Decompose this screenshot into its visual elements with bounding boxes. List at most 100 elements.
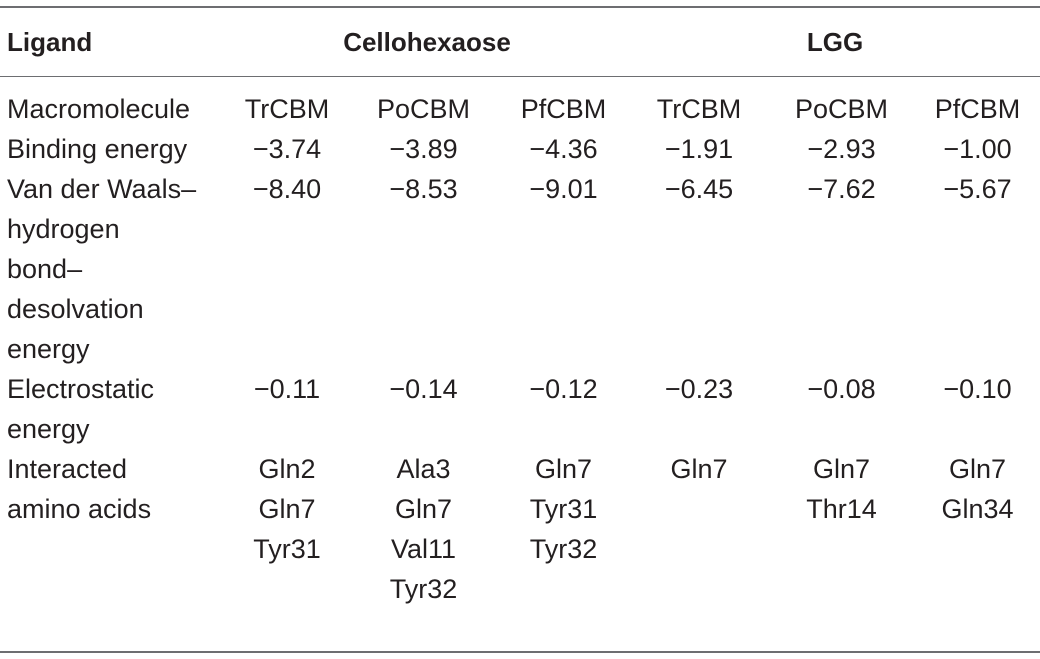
table-cell: −4.36: [497, 129, 630, 169]
header-rule: [0, 76, 1040, 77]
binding-energy-row: Binding energy −3.74 −3.89 −4.36 −1.91 −2.93 −…: [0, 129, 1040, 169]
table-cell: Gln7: [630, 449, 768, 609]
cell-value: PfCBM: [520, 94, 607, 124]
docking-results-table: Ligand Cellohexaose LGG Macromolecule TrC…: [0, 8, 1040, 609]
cell-value: TrCBM: [656, 94, 742, 124]
row-label: Van der Waals– hydrogen bond– desolvation en…: [0, 169, 224, 369]
table-cell: −0.11: [224, 369, 350, 449]
cell-value: Ala3: [396, 454, 451, 484]
cell-value: −7.62: [807, 174, 876, 204]
cell-value: Tyr31: [253, 534, 321, 564]
table-cell: −0.14: [350, 369, 497, 449]
row-label: Macromolecule: [0, 76, 224, 129]
table-cell: −0.10: [915, 369, 1040, 449]
cell-value: Gln7: [812, 454, 871, 484]
cell-value: −8.53: [389, 174, 458, 204]
table-cell: −0.23: [630, 369, 768, 449]
cell-value: Thr14: [806, 494, 877, 524]
interacted-amino-acids-row: Interacted amino acids Gln2 Gln7 Tyr31 Ala3 Gl…: [0, 449, 1040, 609]
cell-value: TrCBM: [244, 94, 330, 124]
table-cell: −6.45: [630, 169, 768, 369]
cell-value: Gln7: [948, 454, 1007, 484]
row-label-line: Electrostatic: [7, 374, 155, 404]
cell-value: −0.10: [943, 374, 1012, 404]
cell-value: −2.93: [807, 134, 876, 164]
table-cell: −3.74: [224, 129, 350, 169]
table-cell: PoCBM: [768, 76, 915, 129]
table-body: Macromolecule TrCBM PoCBM PfCBM TrCBM PoCBM Pf…: [0, 76, 1040, 609]
cell-value: −6.45: [664, 174, 734, 204]
table-cell: PoCBM: [350, 76, 497, 129]
ligand-header: Ligand: [7, 27, 93, 57]
top-rule: [0, 6, 1040, 8]
row-label-line: hydrogen: [7, 214, 120, 244]
table-cell: TrCBM: [224, 76, 350, 129]
table-cell: −0.08: [768, 369, 915, 449]
cell-value: −5.67: [943, 174, 1012, 204]
cell-value: Tyr32: [389, 574, 458, 604]
cell-value: −8.40: [252, 174, 322, 204]
cell-value: −1.91: [664, 134, 734, 164]
cell-value: PfCBM: [934, 94, 1021, 124]
row-label-line: Interacted: [7, 454, 128, 484]
row-label-line: amino acids: [7, 494, 152, 524]
table-cell: −5.67: [915, 169, 1040, 369]
table-cell: TrCBM: [630, 76, 768, 129]
table-cell: −2.93: [768, 129, 915, 169]
cell-value: −9.01: [529, 174, 598, 204]
row-label: Interacted amino acids: [0, 449, 224, 609]
electrostatic-energy-row: Electrostatic energy −0.11 −0.14 −0.12 −0.23 −…: [0, 369, 1040, 449]
cell-value: PoCBM: [376, 94, 471, 124]
table-cell: −3.89: [350, 129, 497, 169]
cell-value: −0.14: [389, 374, 458, 404]
table-cell: −1.00: [915, 129, 1040, 169]
row-label: Electrostatic energy: [0, 369, 224, 449]
table-cell: Ala3 Gln7 Val11 Tyr32: [350, 449, 497, 609]
table-cell: −1.91: [630, 129, 768, 169]
macromolecule-row: Macromolecule TrCBM PoCBM PfCBM TrCBM PoCBM Pf…: [0, 76, 1040, 129]
table-cell: PfCBM: [497, 76, 630, 129]
row-label-line: Van der Waals–: [7, 174, 197, 204]
header-row: Ligand Cellohexaose LGG: [0, 8, 1040, 76]
row-label-line: desolvation: [7, 294, 144, 324]
table-cell: PfCBM: [915, 76, 1040, 129]
cellohexaose-header: Cellohexaose: [343, 27, 511, 57]
lgg-header: LGG: [806, 27, 864, 57]
cell-value: −0.11: [253, 374, 321, 404]
cell-value: −4.36: [529, 134, 598, 164]
cell-value: −1.00: [943, 134, 1012, 164]
table-cell: −9.01: [497, 169, 630, 369]
table-cell: Gln7 Gln34: [915, 449, 1040, 609]
bottom-rule: [0, 651, 1040, 653]
vdw-hbond-desolvation-row: Van der Waals– hydrogen bond– desolvation en…: [0, 169, 1040, 369]
row-label-line: bond–: [7, 254, 83, 284]
cell-value: Val11: [390, 534, 457, 564]
cell-value: −0.08: [807, 374, 876, 404]
cell-value: Gln7: [670, 454, 728, 484]
cell-value: Gln2: [258, 454, 316, 484]
cell-value: Tyr31: [529, 494, 598, 524]
table-cell: Gln7 Thr14: [768, 449, 915, 609]
cell-value: Gln7: [258, 494, 316, 524]
row-label: Binding energy: [0, 129, 224, 169]
cell-value: PoCBM: [795, 94, 889, 124]
table-cell: Gln2 Gln7 Tyr31: [224, 449, 350, 609]
row-label-line: energy: [7, 334, 90, 364]
cell-value: Gln7: [534, 454, 593, 484]
row-label-line: Macromolecule: [7, 94, 191, 124]
cell-value: −0.12: [529, 374, 598, 404]
table-cell: −8.40: [224, 169, 350, 369]
table-cell: −0.12: [497, 369, 630, 449]
row-label-line: energy: [7, 414, 90, 444]
cell-value: −0.23: [664, 374, 734, 404]
cell-value: Gln7: [394, 494, 453, 524]
cell-value: Gln34: [941, 494, 1014, 524]
table-cell: −8.53: [350, 169, 497, 369]
table-cell: Gln7 Tyr31 Tyr32: [497, 449, 630, 609]
cell-value: −3.89: [389, 134, 458, 164]
table-cell: −7.62: [768, 169, 915, 369]
row-label-line: Binding energy: [7, 134, 188, 164]
cell-value: −3.74: [252, 134, 322, 164]
cell-value: Tyr32: [529, 534, 598, 564]
